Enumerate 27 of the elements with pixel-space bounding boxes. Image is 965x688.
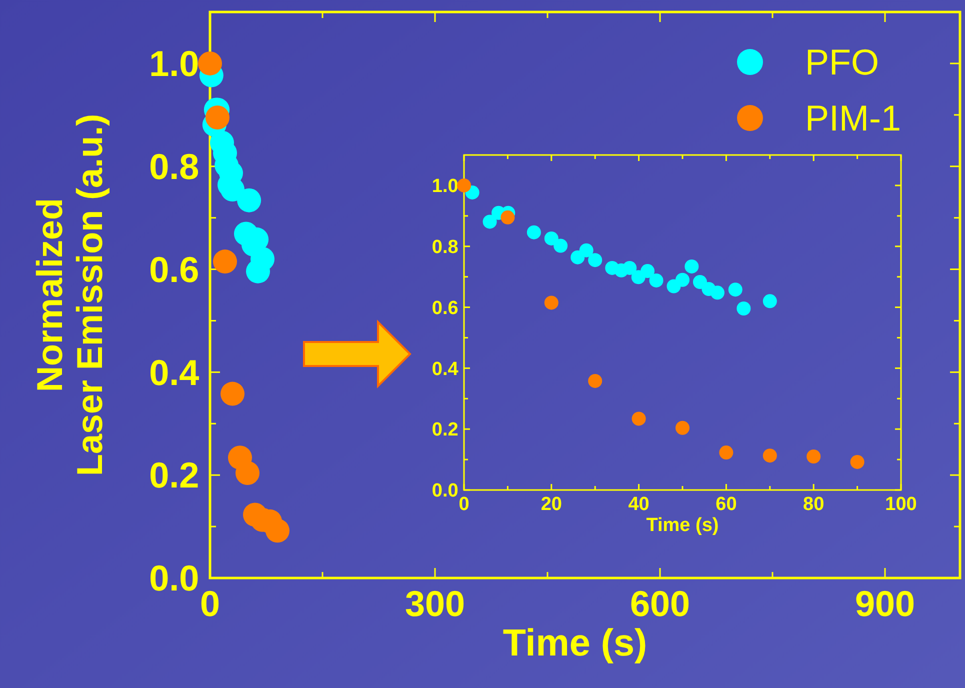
x-axis-title: Time (s) [646,514,719,536]
legend-label: PFO [805,42,880,83]
y-tick-label: 0.0 [149,558,200,599]
legend-label: PIM-1 [805,98,902,139]
y-tick-label: 0.2 [149,454,200,496]
x-tick-label: 20 [540,494,562,515]
x-axis-title: Time (s) [502,622,648,664]
y-tick-label: 0.2 [432,420,458,441]
y-tick-label: 0.4 [149,352,200,393]
y-tick-label: 0.4 [432,358,459,380]
x-tick-label: 0 [458,494,470,515]
y-tick-label: 0.0 [432,480,458,502]
x-tick-label: 0 [200,582,220,624]
x-tick-label: 80 [803,494,824,515]
y-tick-label: 0.6 [149,248,200,290]
y-tick-label: 0.6 [432,298,458,319]
y-tick-label: 0.8 [432,237,458,258]
x-tick-label: 600 [630,582,690,624]
x-tick-label: 100 [885,494,917,515]
x-tick-label: 300 [404,582,466,624]
x-tick-label: 900 [854,582,916,624]
y-tick-label: 1.0 [432,176,458,198]
y-tick-label: 0.8 [149,146,200,187]
y-tick-label: 1.0 [149,43,200,84]
y-axis-title: Normalized Laser Emission (a.u.) [29,114,110,476]
x-tick-label: 60 [716,494,737,515]
x-tick-label: 40 [628,494,650,515]
